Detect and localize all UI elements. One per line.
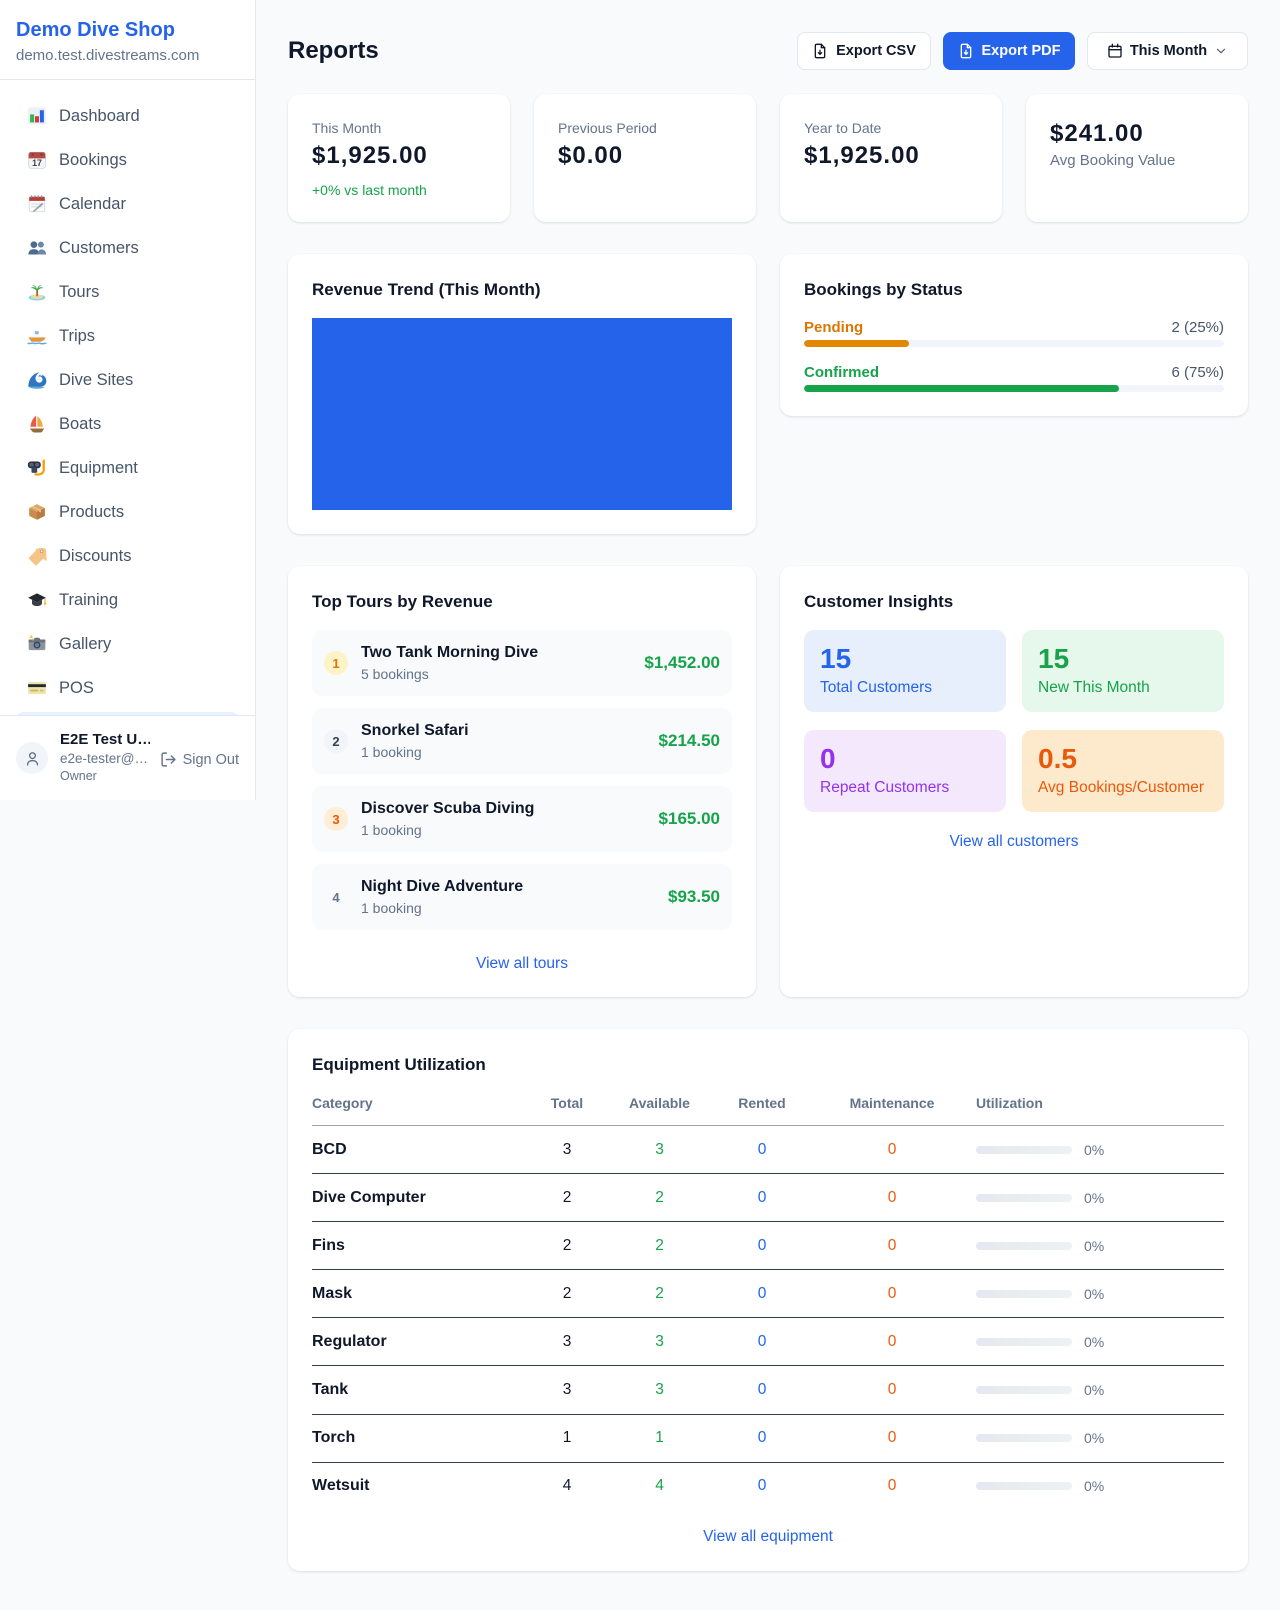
- svg-text:17: 17: [32, 158, 42, 168]
